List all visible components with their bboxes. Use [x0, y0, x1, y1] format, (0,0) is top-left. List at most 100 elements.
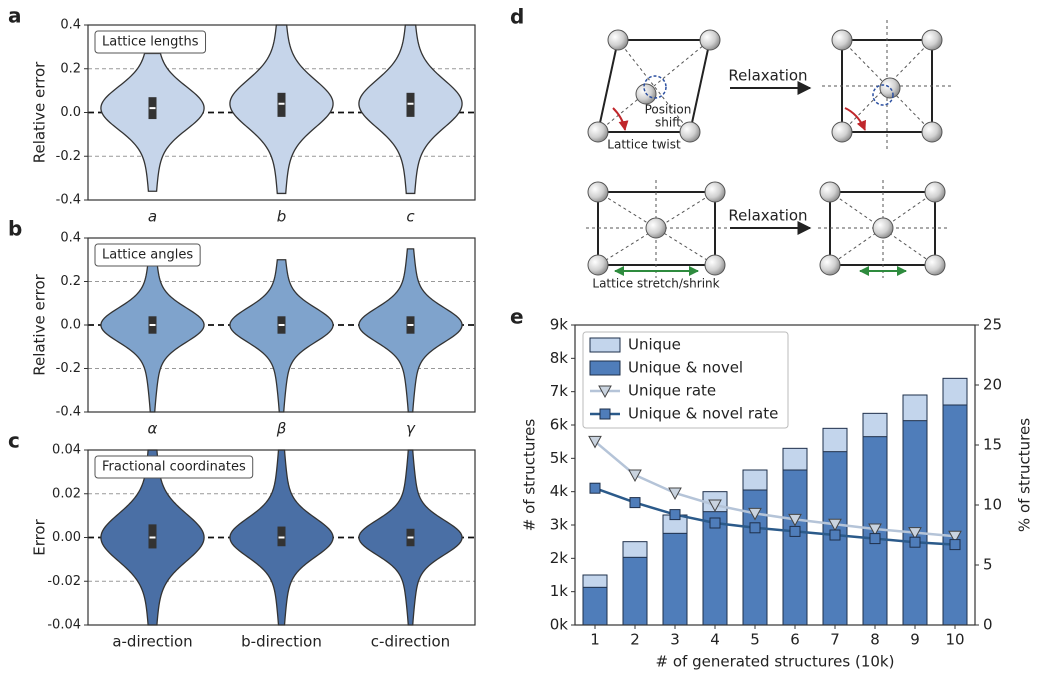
y-tick-label: 4k — [550, 482, 569, 500]
panel-label: a — [8, 4, 22, 28]
x-tick-label: a — [148, 208, 157, 226]
y-tick-label: 9k — [550, 316, 569, 334]
y-tick-label: -0.04 — [47, 618, 81, 633]
y-tick-label: 8k — [550, 349, 569, 367]
x-tick-label: 10 — [945, 631, 964, 649]
shift-marker — [872, 84, 894, 106]
plot-frame — [87, 24, 476, 201]
y-tick-label: 6k — [550, 416, 569, 434]
y2-tick-label: 10 — [983, 496, 1002, 514]
y-axis-label: Relative error — [31, 273, 49, 375]
violin-box — [277, 92, 286, 117]
legend-label: Unique — [628, 336, 681, 354]
legend-box — [582, 331, 789, 429]
point — [708, 499, 722, 513]
point — [598, 385, 612, 399]
point — [908, 527, 922, 540]
plot-frame — [87, 237, 476, 413]
panel-label: d — [510, 5, 524, 29]
bar — [782, 469, 808, 626]
violin-box — [277, 526, 286, 547]
point — [599, 408, 611, 420]
x-tick-label: 9 — [910, 631, 920, 649]
legend-label: Lattice angles — [102, 248, 193, 263]
y2-tick-label: 25 — [983, 316, 1002, 334]
x-tick-label: 8 — [870, 631, 880, 649]
bar — [942, 404, 968, 626]
y-tick-label: 5k — [550, 449, 569, 467]
y2-tick-label: 15 — [983, 436, 1002, 454]
x-tick-label: b — [277, 208, 287, 226]
point — [668, 487, 682, 501]
panel-label: e — [510, 305, 524, 329]
point — [629, 497, 641, 509]
y-tick-label: -0.02 — [47, 574, 81, 589]
y-tick-label: 0.2 — [60, 274, 81, 289]
point — [909, 536, 921, 548]
point — [709, 517, 721, 529]
y2-tick-label: 0 — [983, 616, 993, 634]
point — [788, 513, 802, 527]
twist-arrow — [612, 107, 629, 131]
legend-box — [94, 30, 207, 54]
x-tick-label: 3 — [670, 631, 680, 649]
panel-label: c — [8, 429, 20, 453]
annotation: Position — [645, 103, 692, 117]
violin — [100, 52, 205, 192]
legend-label: Fractional coordinates — [102, 460, 246, 475]
point — [868, 523, 882, 537]
y-tick-label: 7k — [550, 382, 569, 400]
point — [748, 507, 762, 521]
legend-box — [94, 455, 254, 479]
point — [829, 529, 841, 541]
legend-swatch — [589, 360, 621, 376]
y-tick-label: 0.4 — [60, 231, 81, 246]
y-tick-label: 2k — [550, 549, 569, 567]
point — [869, 533, 881, 545]
x-tick-label: 2 — [630, 631, 640, 649]
x-tick-label: 4 — [710, 631, 720, 649]
annotation: Lattice stretch/shrink — [592, 277, 719, 291]
x-tick-label: c-direction — [371, 633, 450, 651]
x-tick-label: b-direction — [241, 633, 322, 651]
bar — [582, 586, 608, 626]
x-tick-label: 5 — [750, 631, 760, 649]
y-tick-label: 0.0 — [60, 318, 81, 333]
x-axis-label: # of generated structures (10k) — [656, 653, 895, 671]
bar — [902, 420, 928, 626]
y-tick-label: 0.4 — [60, 18, 81, 33]
line — [594, 487, 956, 546]
y-tick-label: -0.2 — [56, 361, 81, 376]
y-tick-label: 0.0 — [60, 105, 81, 120]
y-tick-label: -0.4 — [56, 193, 81, 208]
line — [594, 440, 956, 538]
shift-marker — [643, 75, 667, 99]
legend-label: Unique & novel rate — [628, 405, 778, 423]
y2-axis-label: % of structures — [1016, 418, 1034, 532]
x-tick-label: 6 — [790, 631, 800, 649]
plot-frame — [87, 449, 476, 626]
legend-box — [94, 243, 201, 267]
x-tick-label: a-direction — [112, 633, 192, 651]
bar — [702, 511, 728, 626]
point — [589, 482, 601, 494]
legend-label: Lattice lengths — [102, 35, 199, 50]
y2-tick-label: 5 — [983, 556, 993, 574]
y-tick-label: 0.00 — [52, 530, 81, 545]
violin-box — [148, 524, 157, 549]
y-tick-label: 0.02 — [52, 486, 81, 501]
y-axis-label: Error — [31, 518, 49, 555]
violin — [229, 259, 334, 413]
y-tick-label: -0.2 — [56, 149, 81, 164]
point — [588, 435, 602, 449]
x-tick-label: 1 — [590, 631, 600, 649]
twist-arrow — [844, 107, 866, 131]
panel-label: b — [8, 217, 22, 241]
violin-box — [406, 92, 415, 117]
point — [949, 539, 961, 551]
legend-swatch — [589, 337, 621, 353]
annotation: shift — [655, 116, 681, 130]
point — [669, 509, 681, 521]
y-axis-label: # of structures — [521, 419, 539, 532]
